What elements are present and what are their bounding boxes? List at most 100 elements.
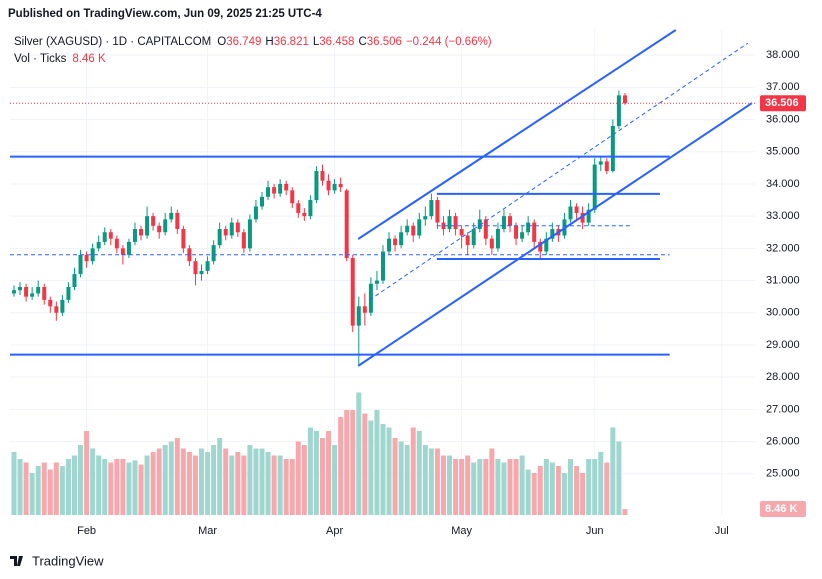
y-tick-label: 37.000 [766, 81, 800, 93]
plot: 25.000 26.000 27.000 28.000 29.000 30.000 31.0… [10, 29, 806, 537]
volume-bar [277, 455, 283, 515]
candle-body [241, 232, 246, 249]
candle-body [393, 238, 398, 246]
volume-bar [192, 455, 198, 515]
y-tick-label: 35.000 [766, 146, 800, 158]
candle-body [586, 209, 591, 223]
candle-body [36, 286, 41, 294]
volume-bar [604, 462, 610, 515]
volume-bar [289, 459, 295, 515]
logo-mark [10, 556, 23, 566]
candle-body [284, 183, 289, 191]
candle-body [368, 283, 373, 313]
candle-body [538, 241, 543, 252]
candle-body [508, 216, 513, 226]
h-label: H [265, 36, 273, 48]
candle-body [544, 238, 549, 252]
candle-body [320, 171, 325, 181]
volume-bar [392, 438, 398, 515]
candle-body [399, 232, 404, 246]
volume-bar [434, 448, 440, 515]
candle-body [465, 235, 470, 246]
volume-bar [440, 455, 446, 515]
o-label: O [217, 36, 226, 48]
candle-body [429, 200, 434, 217]
volume-bar [235, 452, 241, 515]
volume-bar [295, 441, 301, 515]
candle-body [471, 229, 476, 246]
candle-body [526, 222, 531, 233]
y-tick-label: 28.000 [766, 371, 800, 383]
y-tick-label: 29.000 [766, 339, 800, 351]
x-tick-label: May [451, 525, 472, 537]
volume-bar [398, 441, 404, 515]
change: −0.244 (−0.66%) [406, 36, 492, 48]
candle-body [296, 203, 301, 213]
volume-bar [211, 445, 217, 515]
volume-bar [138, 464, 144, 515]
volume-bar [283, 459, 289, 515]
candle-body [598, 161, 603, 165]
volume-bar [162, 445, 168, 515]
volume-bar [404, 445, 410, 515]
volume-bar [477, 459, 483, 515]
volume-bar [568, 459, 574, 515]
candle-body [187, 248, 192, 262]
candle-body [253, 206, 258, 220]
candle-body [90, 248, 95, 262]
y-tick-label: 32.000 [766, 242, 800, 254]
volume-bar [241, 455, 247, 515]
volume-bar [350, 410, 356, 515]
candle-body [54, 306, 59, 313]
candle-body [84, 254, 89, 262]
volume-bar [447, 455, 453, 515]
volume-bar [386, 427, 392, 515]
volume-bar [616, 441, 622, 515]
candle-body [411, 225, 416, 236]
candle-body [610, 125, 615, 172]
candle-body [272, 187, 277, 194]
candle-body [132, 229, 137, 242]
footer-text: TradingView [32, 553, 104, 568]
volume-bar [96, 455, 102, 515]
candle-body [592, 164, 597, 210]
candle-body [441, 222, 446, 230]
chart-title: Silver (XAGUSD) · 1D · CAPITALCOM [14, 36, 211, 48]
volume-bar [380, 424, 386, 515]
candle-body [380, 251, 385, 281]
volume-bar [471, 462, 477, 515]
candle-body [199, 270, 204, 275]
volume-bar [47, 469, 53, 515]
volume-bar [23, 462, 29, 515]
volume-bar [598, 452, 604, 515]
x-tick-label: Jun [586, 525, 604, 537]
volume-bar [580, 473, 586, 515]
volume-bar [120, 459, 126, 515]
candle-body [314, 171, 319, 201]
candle-body [266, 187, 271, 197]
candle-body [514, 225, 519, 239]
y-tick-label: 25.000 [766, 468, 800, 480]
volume-bar [501, 462, 507, 515]
x-tick-label: Feb [77, 525, 96, 537]
candle-body [217, 229, 222, 246]
volume-bar [84, 431, 90, 515]
y-tick-label: 31.000 [766, 274, 800, 286]
candle-body [447, 216, 452, 230]
volume-bar [459, 459, 465, 515]
volume-bar [586, 459, 592, 515]
candle-body [139, 229, 144, 236]
y-tick-label: 36.000 [766, 113, 800, 125]
y-tick-label: 30.000 [766, 307, 800, 319]
candle-body [326, 180, 331, 191]
candle-body [120, 248, 125, 255]
last-price-label: 36.506 [765, 97, 799, 109]
volume-bar [78, 445, 84, 515]
volume-bar [483, 459, 489, 515]
trend-line [357, 29, 677, 240]
volume-bar [59, 466, 65, 515]
o-value: 36.749 [226, 36, 261, 48]
volume-bar [168, 441, 174, 515]
candle-body [48, 299, 53, 307]
volume-bar [549, 462, 555, 515]
